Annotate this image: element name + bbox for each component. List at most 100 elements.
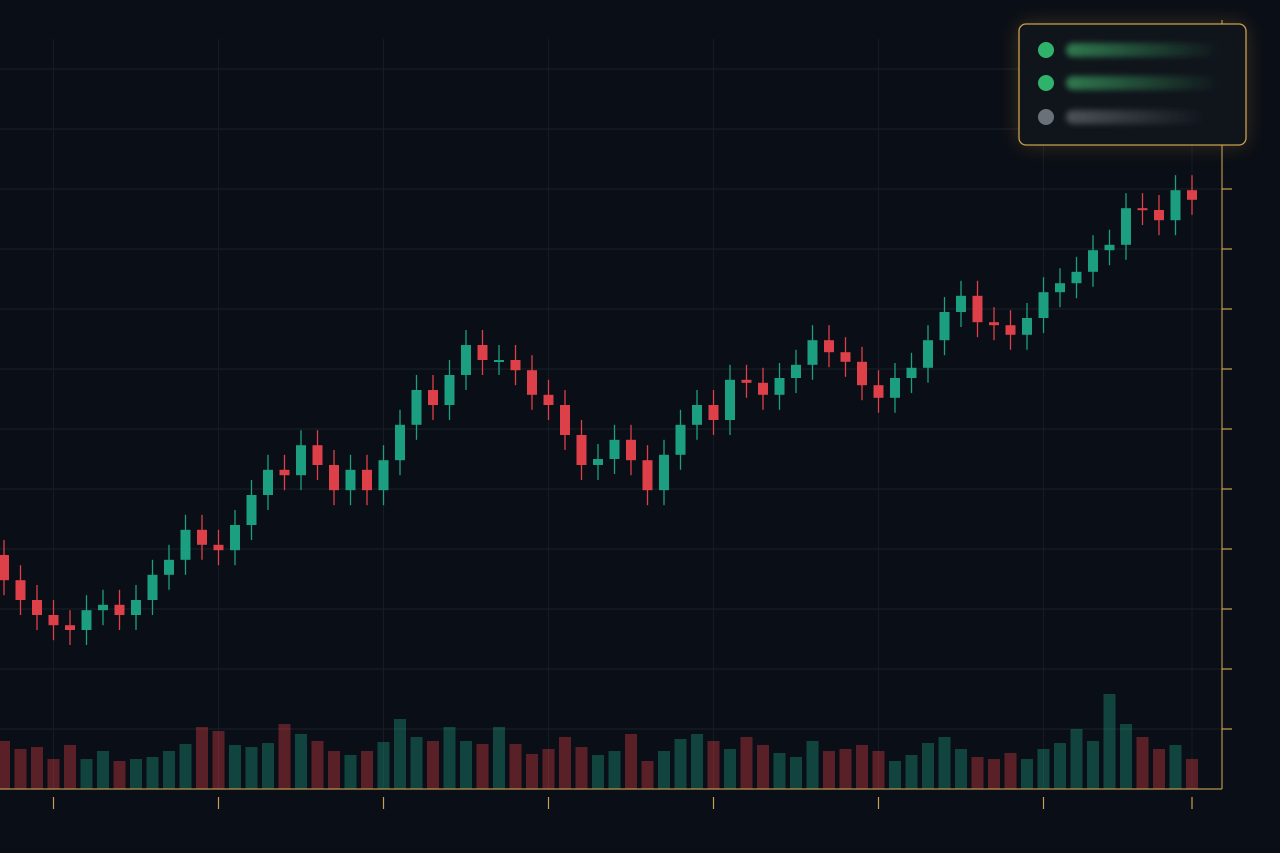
candle-body — [1088, 250, 1098, 272]
volume-bar — [773, 753, 786, 789]
volume-bar — [163, 751, 175, 789]
candle-body — [213, 544, 224, 551]
candle-body — [807, 340, 818, 365]
candle-body — [494, 360, 504, 362]
legend-bar — [1066, 76, 1221, 90]
candle-body — [873, 385, 884, 398]
candle-body — [312, 445, 323, 465]
volume-bar — [625, 734, 637, 789]
candle-body — [527, 370, 537, 395]
candle-body — [824, 340, 834, 353]
candle-body — [362, 469, 372, 491]
candle-body — [395, 424, 405, 461]
volume-bar — [971, 757, 984, 789]
candle-body — [708, 405, 719, 420]
volume-bar — [410, 737, 423, 789]
candle-body — [1055, 283, 1065, 293]
volume-bar — [559, 737, 571, 789]
candle-body — [65, 625, 75, 630]
candle-body — [164, 559, 174, 575]
volume-bar — [361, 751, 373, 789]
volume-bar — [1054, 743, 1066, 789]
volume-bar — [245, 747, 258, 789]
volume-bar — [707, 741, 720, 789]
candle-body — [1104, 244, 1115, 251]
volume-bar — [905, 755, 918, 789]
volume-bar — [443, 727, 456, 789]
candle-body — [1071, 271, 1082, 284]
candle-body — [246, 495, 257, 525]
volume-bar — [328, 751, 340, 789]
volume-bar — [394, 719, 406, 789]
candle-body — [230, 525, 240, 551]
volume-bar — [196, 727, 208, 789]
volume-bar — [641, 761, 654, 789]
candle-body — [1137, 208, 1148, 211]
volume-bar — [179, 744, 192, 789]
candle-body — [791, 364, 801, 378]
candle-body — [114, 604, 125, 615]
volume-bar — [212, 731, 225, 789]
candle-body — [279, 469, 290, 476]
candle-body — [642, 460, 653, 491]
volume-bar — [922, 743, 934, 789]
candle-body — [956, 295, 966, 312]
legend — [1018, 23, 1247, 146]
volume-bar — [229, 745, 241, 789]
candle-body — [741, 379, 752, 383]
grid — [0, 39, 1222, 789]
volume-bar — [872, 751, 885, 789]
volume-bar — [311, 741, 324, 789]
volume-bar — [1186, 759, 1198, 789]
volume-bar — [823, 751, 835, 789]
volume-bar — [1021, 759, 1033, 789]
candle-body — [560, 405, 570, 435]
candle-body — [296, 445, 306, 476]
candles — [0, 175, 1197, 645]
volume-bar — [575, 747, 588, 789]
candle-body — [0, 555, 9, 581]
candle-body — [906, 367, 917, 378]
candle-body — [1038, 292, 1049, 318]
volume-bar — [97, 751, 109, 789]
legend-dot — [1038, 42, 1054, 58]
candle-body — [15, 580, 26, 600]
candle-body — [840, 352, 851, 362]
candle-body — [576, 435, 587, 465]
volume-bar — [1153, 749, 1165, 789]
candle-body — [923, 340, 933, 368]
volume-bar — [839, 749, 852, 789]
volume-bar — [1136, 737, 1149, 789]
candle-body — [1170, 190, 1181, 221]
candle-body — [81, 610, 92, 630]
volume-bar — [889, 761, 901, 789]
volume-bar — [1070, 729, 1083, 789]
candle-body — [197, 529, 207, 545]
volume-bar — [1103, 694, 1116, 789]
volume-bar — [988, 759, 1000, 789]
candle-body — [659, 454, 669, 491]
candle-body — [329, 465, 339, 491]
candle-body — [1121, 208, 1131, 245]
volume-bar — [130, 759, 142, 789]
volume-bar — [47, 759, 60, 789]
candle-body — [428, 390, 438, 405]
candle-body — [593, 459, 603, 465]
candle-body — [725, 379, 735, 420]
volume-bar — [278, 724, 291, 789]
volume-bar — [0, 741, 10, 789]
candle-body — [1154, 210, 1164, 221]
candle-body — [461, 345, 471, 375]
volume-bar — [724, 749, 736, 789]
volume-bar — [691, 734, 703, 789]
volume-bar — [476, 744, 489, 789]
volume-bar — [757, 745, 769, 789]
volume-bar — [1169, 745, 1182, 789]
volume-bar — [80, 759, 93, 789]
volume-bar — [856, 745, 868, 789]
volume-bar — [262, 743, 274, 789]
candle-body — [543, 394, 554, 405]
candle-body — [972, 295, 983, 323]
candle-body — [609, 439, 620, 459]
